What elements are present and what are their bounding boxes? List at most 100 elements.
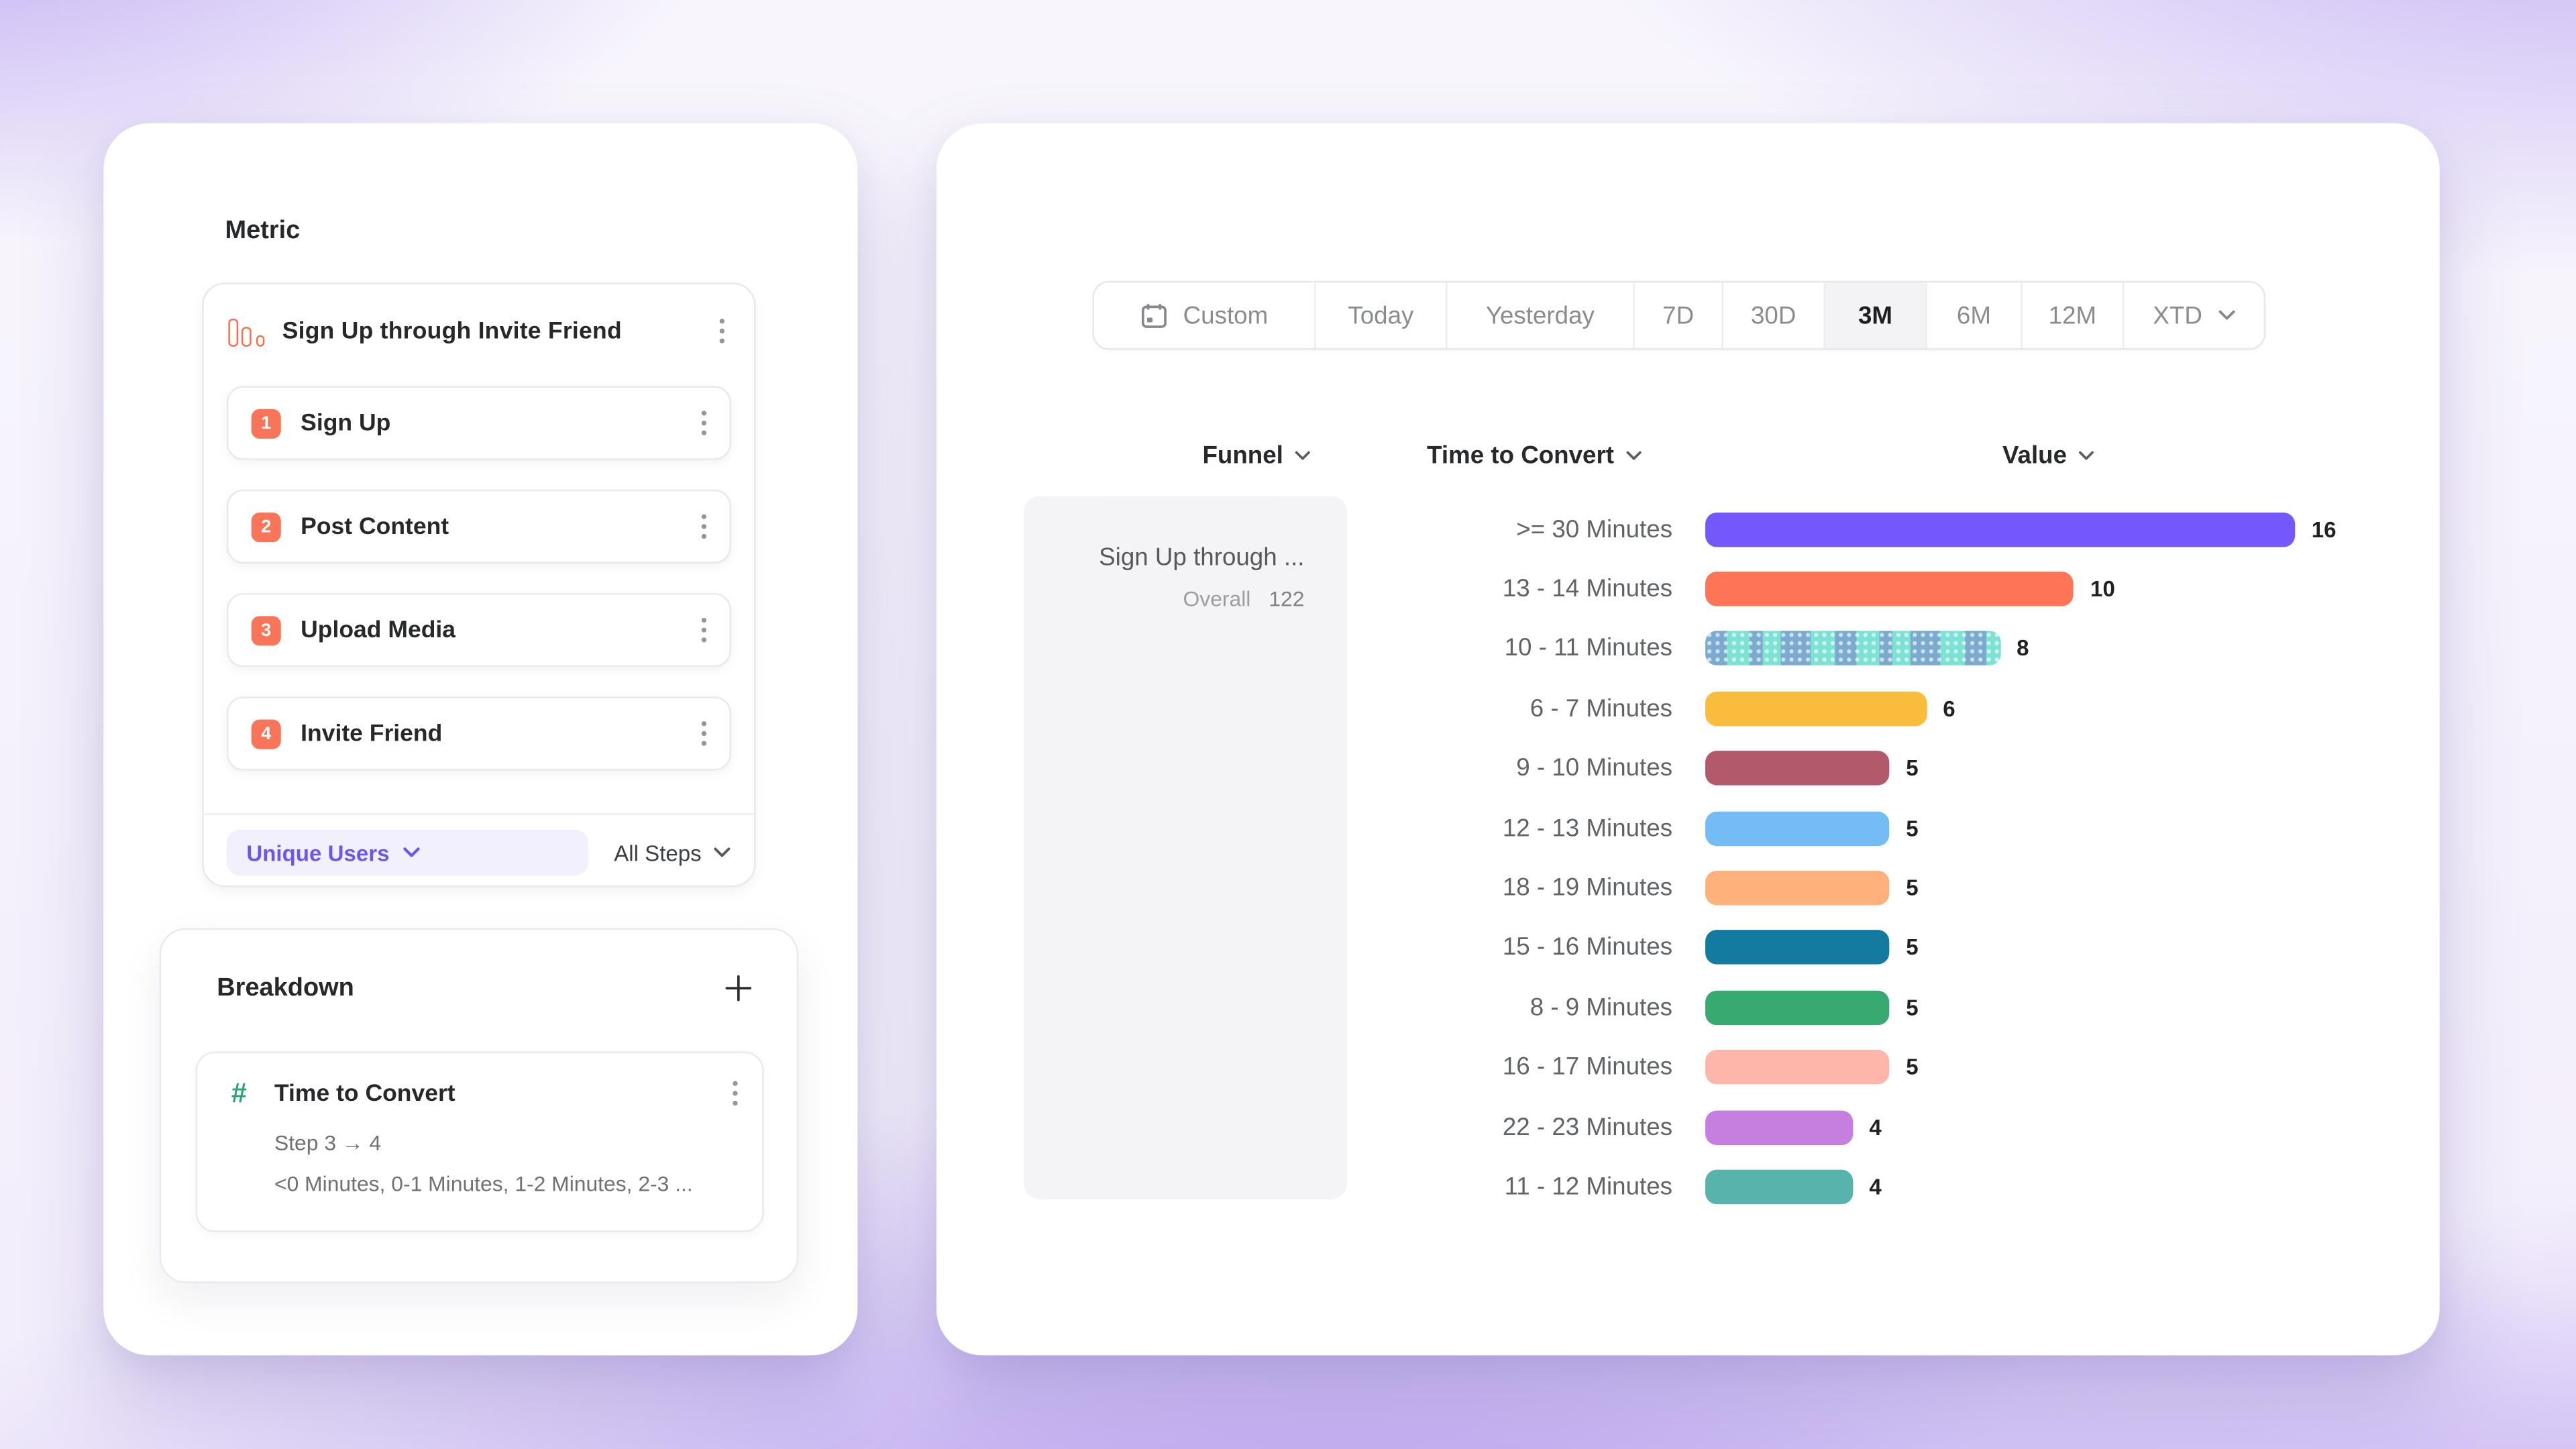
metric-card: Sign Up through Invite Friend 1 Sign Up … xyxy=(202,282,756,888)
chart-row: 16 - 17 Minutes 5 xyxy=(1364,1038,2414,1097)
kebab-menu-icon[interactable] xyxy=(693,611,714,649)
bucket-label: 13 - 14 Minutes xyxy=(1502,575,1673,603)
date-range-3m[interactable]: 3M xyxy=(1825,282,1927,349)
query-builder-panel: Metric Sign Up through Invite Friend 1 S… xyxy=(103,123,858,1356)
step-label: Invite Friend xyxy=(301,720,443,747)
bar[interactable] xyxy=(1705,990,1890,1025)
overall-value: 122 xyxy=(1269,586,1305,612)
step-number-badge: 3 xyxy=(251,615,281,645)
bar-value: 5 xyxy=(1906,995,1919,1020)
bar-value: 8 xyxy=(2017,636,2029,661)
date-range-today[interactable]: Today xyxy=(1316,282,1448,349)
funnel-step-row[interactable]: 3 Upload Media xyxy=(226,593,731,667)
bar[interactable] xyxy=(1705,1050,1890,1085)
funnel-step-row[interactable]: 1 Sign Up xyxy=(226,386,731,460)
chart-row: 8 - 9 Minutes 5 xyxy=(1364,977,2414,1037)
column-header-time-to-convert[interactable]: Time to Convert xyxy=(1427,442,1642,470)
date-range-6m[interactable]: 6M xyxy=(1927,282,2023,349)
step-label: Sign Up xyxy=(301,410,391,437)
step-label: Post Content xyxy=(301,513,449,540)
funnel-metric-icon xyxy=(228,317,264,346)
kebab-menu-icon[interactable] xyxy=(693,714,714,753)
column-header-funnel[interactable]: Funnel xyxy=(1202,442,1311,470)
kebab-menu-icon[interactable] xyxy=(711,312,733,350)
date-range-label: 12M xyxy=(2048,301,2097,330)
funnel-cell[interactable]: Sign Up through ... Overall 122 xyxy=(1023,496,1348,1199)
chevron-down-icon xyxy=(1625,450,1642,462)
funnel-cell-name: Sign Up through ... xyxy=(1099,543,1305,572)
date-range-label: 3M xyxy=(1858,301,1893,330)
bar-value: 5 xyxy=(1906,756,1919,781)
kebab-menu-icon[interactable] xyxy=(693,404,714,442)
bar-value: 5 xyxy=(1906,1055,1919,1080)
bar-value: 16 xyxy=(2311,517,2337,542)
date-range-picker: Custom Today Yesterday 7D 30D 3M 6M 12M … xyxy=(1092,280,2266,350)
funnel-step-row[interactable]: 4 Invite Friend xyxy=(226,696,731,771)
bar[interactable] xyxy=(1705,1169,1853,1205)
kebab-menu-icon[interactable] xyxy=(693,508,714,546)
bar[interactable] xyxy=(1705,691,1927,727)
bucket-label: 10 - 11 Minutes xyxy=(1504,635,1673,663)
step-label: Upload Media xyxy=(301,616,456,643)
bar-value: 5 xyxy=(1906,935,1919,961)
funnel-step-row[interactable]: 2 Post Content xyxy=(226,489,731,564)
column-header-value[interactable]: Value xyxy=(2002,442,2095,470)
counting-method-dropdown[interactable]: Unique Users xyxy=(226,829,588,876)
bar[interactable] xyxy=(1705,751,1890,786)
breakdown-step-range: Step 3 → 4 xyxy=(274,1130,382,1156)
bar[interactable] xyxy=(1705,631,2000,666)
breakdown-card: Breakdown # Time to Convert Step 3 → 4 <… xyxy=(159,928,799,1283)
bar-chart: >= 30 Minutes 16 13 - 14 Minutes 10 10 -… xyxy=(1364,499,2414,1216)
date-range-30d[interactable]: 30D xyxy=(1723,282,1825,349)
bucket-label: 16 - 17 Minutes xyxy=(1502,1053,1673,1081)
bar[interactable] xyxy=(1705,930,1890,965)
column-header-label: Time to Convert xyxy=(1427,441,1615,470)
bucket-label: 18 - 19 Minutes xyxy=(1502,873,1673,902)
chart-row: 11 - 12 Minutes 4 xyxy=(1364,1157,2414,1217)
bar[interactable] xyxy=(1705,512,2296,547)
chart-row: 18 - 19 Minutes 5 xyxy=(1364,858,2414,918)
metric-name: Sign Up through Invite Friend xyxy=(282,318,622,345)
breakdown-property-name: Time to Convert xyxy=(274,1080,455,1107)
date-range-label: 7D xyxy=(1662,301,1695,330)
column-header-label: Value xyxy=(2002,441,2068,470)
add-breakdown-button[interactable] xyxy=(723,973,755,1004)
date-range-12m[interactable]: 12M xyxy=(2023,282,2125,349)
chart-row: 10 - 11 Minutes 8 xyxy=(1364,619,2414,679)
date-range-yesterday[interactable]: Yesterday xyxy=(1448,282,1635,349)
breakdown-property-row: # Time to Convert xyxy=(223,1075,746,1113)
divider xyxy=(203,813,755,815)
step-scope-label: All Steps xyxy=(614,840,702,865)
bar-value: 10 xyxy=(2090,576,2115,602)
bar[interactable] xyxy=(1705,572,2074,606)
bar[interactable] xyxy=(1705,871,1890,906)
date-range-label: 6M xyxy=(1956,301,1991,330)
metric-section-title: Metric xyxy=(225,217,301,245)
report-panel: Custom Today Yesterday 7D 30D 3M 6M 12M … xyxy=(936,123,2440,1356)
chart-row: >= 30 Minutes 16 xyxy=(1364,499,2414,559)
date-range-custom[interactable]: Custom xyxy=(1094,282,1316,349)
breakdown-buckets-preview: <0 Minutes, 0-1 Minutes, 1-2 Minutes, 2-… xyxy=(274,1171,693,1197)
kebab-menu-icon[interactable] xyxy=(724,1075,746,1113)
step-number-badge: 2 xyxy=(251,511,281,541)
bar-value: 5 xyxy=(1906,875,1919,901)
date-range-xtd[interactable]: XTD xyxy=(2125,282,2264,348)
bucket-label: 12 - 13 Minutes xyxy=(1502,814,1673,843)
metric-footer: Unique Users All Steps xyxy=(226,829,731,876)
bar[interactable] xyxy=(1705,810,1890,846)
date-range-label: Custom xyxy=(1183,301,1269,330)
chart-row: 9 - 10 Minutes 5 xyxy=(1364,739,2414,798)
chart-row: 15 - 16 Minutes 5 xyxy=(1364,918,2414,977)
bucket-label: 15 - 16 Minutes xyxy=(1502,934,1673,962)
bucket-label: 6 - 7 Minutes xyxy=(1529,694,1673,723)
chevron-down-icon xyxy=(2217,309,2235,322)
step-scope-dropdown[interactable]: All Steps xyxy=(614,841,731,865)
breakdown-property-card[interactable]: # Time to Convert Step 3 → 4 <0 Minutes,… xyxy=(195,1051,764,1232)
chart-row: 6 - 7 Minutes 6 xyxy=(1364,679,2414,739)
overall-label: Overall xyxy=(1183,586,1251,612)
metric-header: Sign Up through Invite Friend xyxy=(204,284,754,350)
bar[interactable] xyxy=(1705,1110,1853,1144)
date-range-7d[interactable]: 7D xyxy=(1635,282,1723,349)
date-range-label: XTD xyxy=(2153,301,2202,330)
